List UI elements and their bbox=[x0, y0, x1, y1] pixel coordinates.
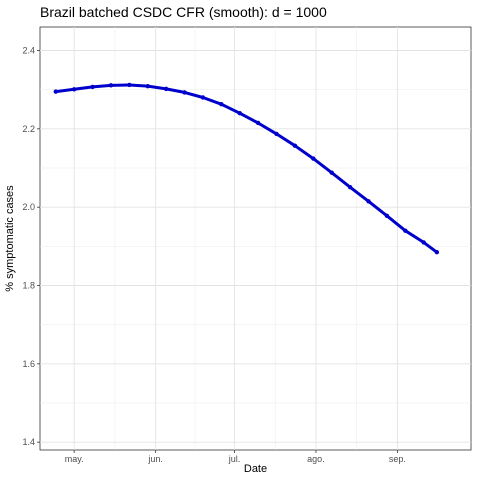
y-tick-label: 2.4 bbox=[22, 46, 35, 56]
data-point bbox=[182, 90, 187, 95]
x-tick-label: may. bbox=[65, 454, 84, 464]
y-tick-label: 1.6 bbox=[22, 359, 35, 369]
data-point bbox=[421, 240, 426, 245]
x-tick-label: sep. bbox=[389, 454, 406, 464]
data-point bbox=[127, 82, 132, 88]
y-tick-label: 1.8 bbox=[22, 281, 35, 291]
data-point bbox=[71, 87, 77, 92]
data-point bbox=[434, 250, 440, 255]
series-line bbox=[54, 83, 439, 254]
data-point bbox=[384, 213, 390, 218]
x-tick-label: jun. bbox=[147, 454, 163, 464]
data-point bbox=[219, 101, 224, 107]
x-axis: may. jun. jul. ago. sep. bbox=[65, 450, 406, 464]
y-tick-label: 2.0 bbox=[22, 202, 35, 212]
data-point bbox=[366, 199, 371, 204]
data-point bbox=[237, 110, 242, 116]
data-point bbox=[292, 143, 298, 148]
data-point bbox=[347, 184, 353, 190]
data-point bbox=[90, 84, 95, 90]
y-tick-label: 2.2 bbox=[22, 124, 35, 134]
data-point bbox=[311, 156, 316, 161]
data-point bbox=[145, 83, 150, 89]
x-tick-label: jul. bbox=[228, 454, 241, 464]
data-point bbox=[255, 120, 261, 126]
data-point bbox=[108, 83, 114, 88]
y-tick-label: 1.4 bbox=[22, 437, 35, 447]
data-point bbox=[329, 170, 334, 175]
data-point bbox=[403, 228, 408, 233]
series-layer bbox=[53, 82, 440, 255]
y-axis: 1.4 1.6 1.8 2.0 2.2 2.4 bbox=[22, 46, 40, 447]
x-axis-title: Date bbox=[244, 463, 267, 475]
data-point bbox=[163, 86, 169, 92]
data-point bbox=[274, 131, 279, 137]
x-tick-label: ago. bbox=[307, 454, 325, 464]
data-point bbox=[200, 95, 206, 100]
plot-panel bbox=[39, 26, 472, 451]
minor-gridlines bbox=[40, 27, 471, 450]
major-gridlines bbox=[40, 27, 471, 450]
chart-title: Brazil batched CSDC CFR (smooth): d = 10… bbox=[40, 4, 327, 20]
data-point bbox=[53, 89, 58, 94]
y-axis-title: % symptomatic cases bbox=[4, 185, 16, 292]
